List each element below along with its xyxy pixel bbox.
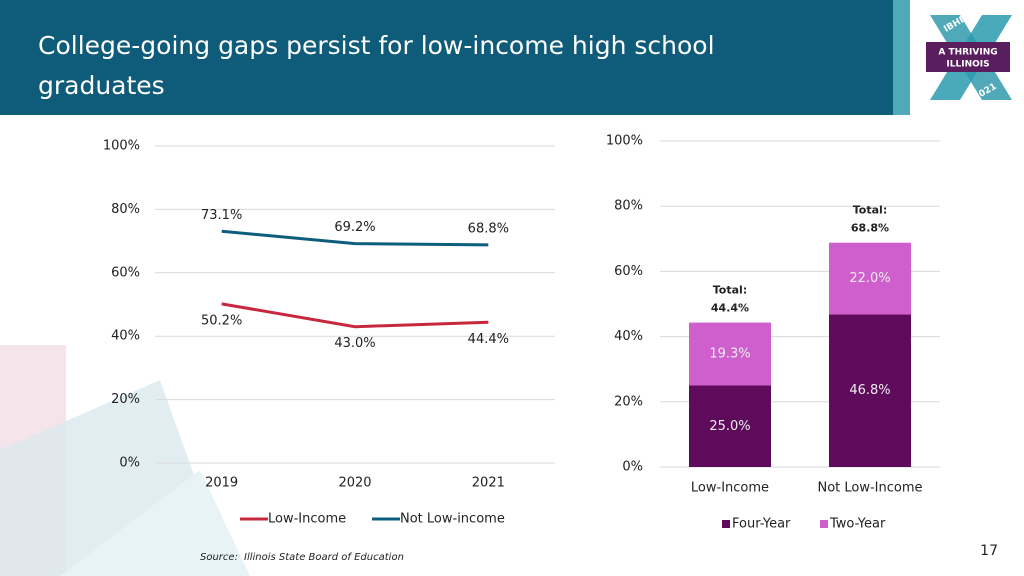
data-label: 69.2% (334, 220, 375, 235)
legend-swatch (722, 520, 730, 528)
y-tick-label: 0% (622, 460, 643, 475)
y-tick-label: 100% (606, 134, 643, 149)
logo: IBHE A THRIVING ILLINOIS 2021 (926, 14, 1012, 103)
header-band (0, 0, 893, 115)
y-tick-label: 80% (111, 202, 140, 217)
y-tick-label: 60% (111, 265, 140, 280)
y-tick-label: 20% (614, 394, 643, 409)
bar-segment (689, 385, 771, 467)
y-tick-label: 40% (111, 329, 140, 344)
y-tick-label: 60% (614, 264, 643, 279)
total-label: Total: (713, 284, 747, 297)
line-series (221, 302, 489, 329)
source-text: Illinois State Board of Education (244, 552, 404, 563)
y-tick-label: 20% (111, 392, 140, 407)
y-tick-label: 40% (614, 329, 643, 344)
legend-swatch (820, 520, 828, 528)
y-tick-label: 100% (103, 139, 140, 154)
bar-segment (829, 242, 911, 315)
legend-label: Two-Year (829, 517, 886, 532)
line-series (221, 229, 489, 247)
bar-segment (689, 322, 771, 386)
data-label: 19.3% (709, 347, 750, 362)
total-label: Total: (853, 204, 887, 217)
x-tick-label: 2020 (338, 476, 371, 491)
data-label: 46.8% (849, 383, 890, 398)
data-label: 25.0% (709, 419, 750, 434)
y-tick-label: 80% (614, 199, 643, 214)
slide-title: College-going gaps persist for low-incom… (38, 31, 715, 60)
logo-text: ILLINOIS (946, 60, 989, 70)
x-tick-label: Not Low-Income (817, 481, 922, 496)
data-label: 50.2% (201, 313, 242, 328)
logo-text: A THRIVING (938, 48, 997, 58)
x-tick-label: Low-Income (691, 481, 769, 496)
bar-segment (829, 314, 911, 467)
legend-label: Low-Income (268, 512, 346, 527)
data-label: 22.0% (849, 271, 890, 286)
data-label: 68.8% (468, 221, 509, 236)
slide-title: graduates (38, 71, 165, 100)
legend-label: Not Low-income (400, 512, 505, 527)
source-label: Source: (200, 552, 238, 563)
total-label: 44.4% (711, 302, 749, 315)
legend-label: Four-Year (732, 517, 791, 532)
data-label: 73.1% (201, 208, 242, 223)
total-label: 68.8% (851, 222, 889, 235)
page-number: 17 (980, 543, 998, 559)
x-tick-label: 2019 (205, 476, 238, 491)
y-tick-label: 0% (119, 456, 140, 471)
header-strip (893, 0, 910, 115)
data-label: 43.0% (334, 336, 375, 351)
background-decor (0, 345, 250, 576)
data-label: 44.4% (468, 332, 509, 347)
x-tick-label: 2021 (472, 476, 505, 491)
